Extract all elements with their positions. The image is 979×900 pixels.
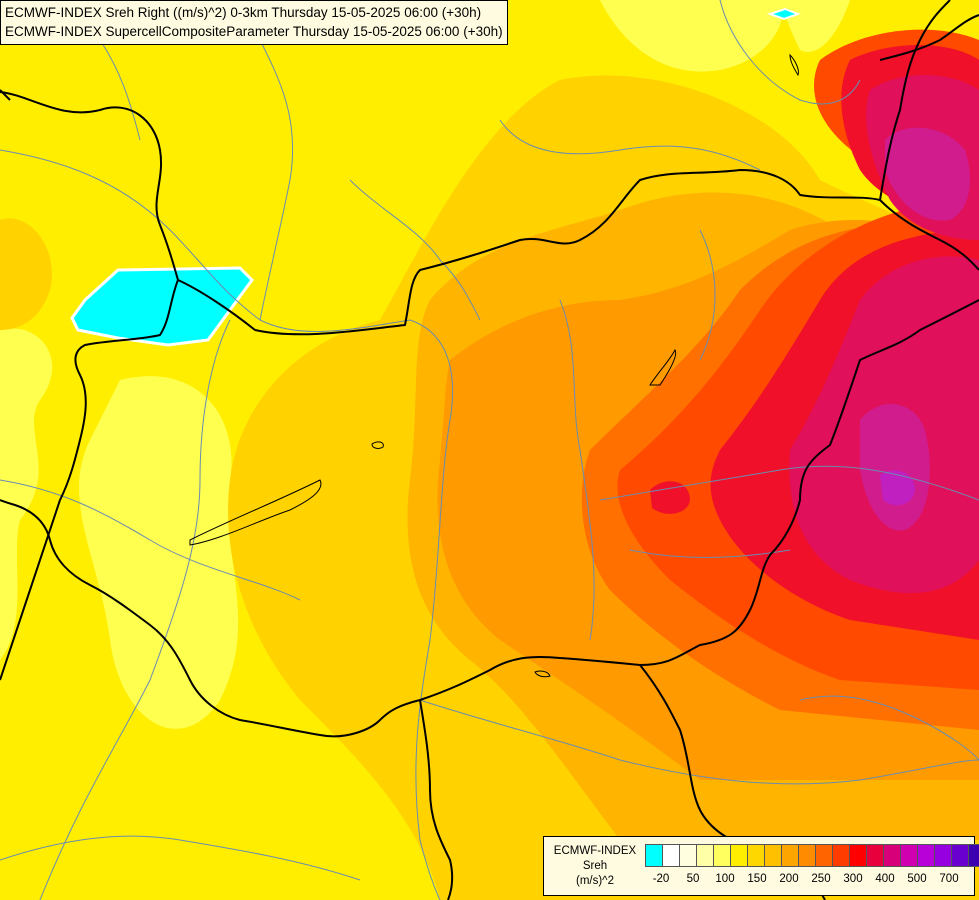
field-red-spot [650, 481, 690, 514]
title-box: ECMWF-INDEX Sreh Right ((m/s)^2) 0-3km T… [0, 0, 508, 45]
field-light-yellow-center [79, 376, 239, 729]
legend-swatch [849, 844, 866, 867]
legend-tick: 300 [843, 873, 863, 885]
field-gold-west [0, 218, 52, 330]
legend-tick: 50 [686, 873, 700, 885]
field-gold-north [589, 99, 700, 164]
lakes [189, 53, 799, 678]
field-violet [880, 470, 915, 506]
title-line-2: ECMWF-INDEX SupercellCompositeParameter … [5, 24, 503, 39]
legend: ECMWF-INDEX Sreh (m/s)^2 -20 50 100 150 200 2… [543, 836, 979, 896]
legend-tick: 700 [939, 873, 959, 885]
field-magenta [860, 403, 930, 531]
legend-tick: -20 [652, 873, 670, 885]
field-light-yellow-north [600, 0, 783, 72]
legend-swatch [866, 844, 883, 867]
legend-tick: 500 [907, 873, 927, 885]
legend-swatch [713, 844, 730, 867]
legend-swatch [696, 844, 713, 867]
legend-tick: 150 [747, 873, 767, 885]
field-cyan-north [766, 7, 801, 21]
legend-tick-labels: -20 50 100 150 200 250 300 400 500 700 [645, 873, 975, 889]
field-light-yellow-west [0, 328, 53, 660]
legend-tick: 400 [875, 873, 895, 885]
legend-swatch [747, 844, 764, 867]
legend-tick: 200 [779, 873, 799, 885]
legend-swatch [679, 844, 696, 867]
legend-swatch [900, 844, 917, 867]
field-magenta-north [885, 127, 970, 221]
legend-model: ECMWF-INDEX [553, 845, 637, 857]
legend-label: ECMWF-INDEX Sreh (m/s)^2 [550, 844, 640, 889]
legend-swatch [781, 844, 798, 867]
legend-swatch [798, 844, 815, 867]
legend-unit: (m/s)^2 [576, 875, 614, 887]
title-line-1: ECMWF-INDEX Sreh Right ((m/s)^2) 0-3km T… [5, 5, 482, 20]
legend-swatch [645, 844, 662, 867]
legend-swatch [934, 844, 951, 867]
legend-swatch [883, 844, 900, 867]
legend-swatch [815, 844, 832, 867]
legend-tick: 100 [715, 873, 735, 885]
legend-param: Sreh [582, 860, 608, 872]
field-cyan [70, 266, 254, 347]
legend-swatch [951, 844, 968, 867]
legend-swatch [968, 844, 979, 867]
legend-swatch [662, 844, 679, 867]
legend-swatch [832, 844, 849, 867]
legend-colorbar [645, 844, 979, 867]
legend-swatch [764, 844, 781, 867]
legend-swatch [917, 844, 934, 867]
legend-tick: 250 [811, 873, 831, 885]
legend-swatch [730, 844, 747, 867]
